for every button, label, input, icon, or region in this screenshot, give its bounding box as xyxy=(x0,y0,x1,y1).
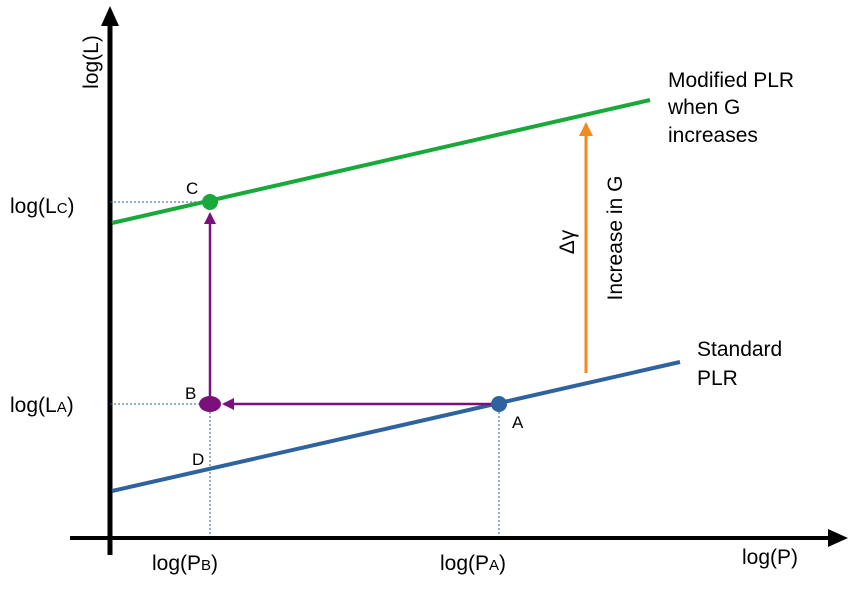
line-label: PLR xyxy=(697,367,738,390)
label-part: ) xyxy=(499,552,506,575)
label-part: log(P xyxy=(152,552,201,575)
line-label: when G xyxy=(667,96,740,119)
line-label: Modified PLR xyxy=(668,69,794,92)
label-part: ) xyxy=(68,195,75,218)
label-part: log(P xyxy=(440,552,489,575)
label-part: A xyxy=(57,399,67,416)
modified-plr-line xyxy=(111,98,651,225)
label-part: ) xyxy=(211,552,218,575)
line-label: increases xyxy=(668,124,758,147)
guides xyxy=(110,201,500,536)
line-label: Standard xyxy=(697,338,782,361)
x-axis-label: log(P) xyxy=(742,546,798,569)
shift-symbol: Δγ xyxy=(556,229,579,254)
point-label: B xyxy=(185,384,196,403)
point-label: A xyxy=(512,413,524,432)
x-arrowhead xyxy=(828,529,848,547)
label-part: B xyxy=(201,557,211,574)
point-a xyxy=(491,396,507,412)
y-tick-label: log(LC) xyxy=(10,195,75,218)
point-label: C xyxy=(186,179,198,198)
label-part: log(L xyxy=(10,394,57,417)
y-tick-label: log(LA) xyxy=(10,394,74,417)
label-part: log(L xyxy=(10,195,57,218)
point-b xyxy=(199,396,221,412)
y-axis-label: log(L) xyxy=(80,35,103,89)
standard-plr-line xyxy=(111,360,681,493)
label-part: ) xyxy=(67,394,74,417)
point-label: D xyxy=(192,450,204,469)
x-tick-label: log(PB) xyxy=(152,552,218,575)
label-part: A xyxy=(489,557,499,574)
x-tick-label: log(PA) xyxy=(440,552,506,575)
point-c xyxy=(202,194,218,210)
shift-label: Increase in G xyxy=(604,176,627,301)
label-part: C xyxy=(57,200,68,217)
y-arrowhead xyxy=(101,6,119,26)
